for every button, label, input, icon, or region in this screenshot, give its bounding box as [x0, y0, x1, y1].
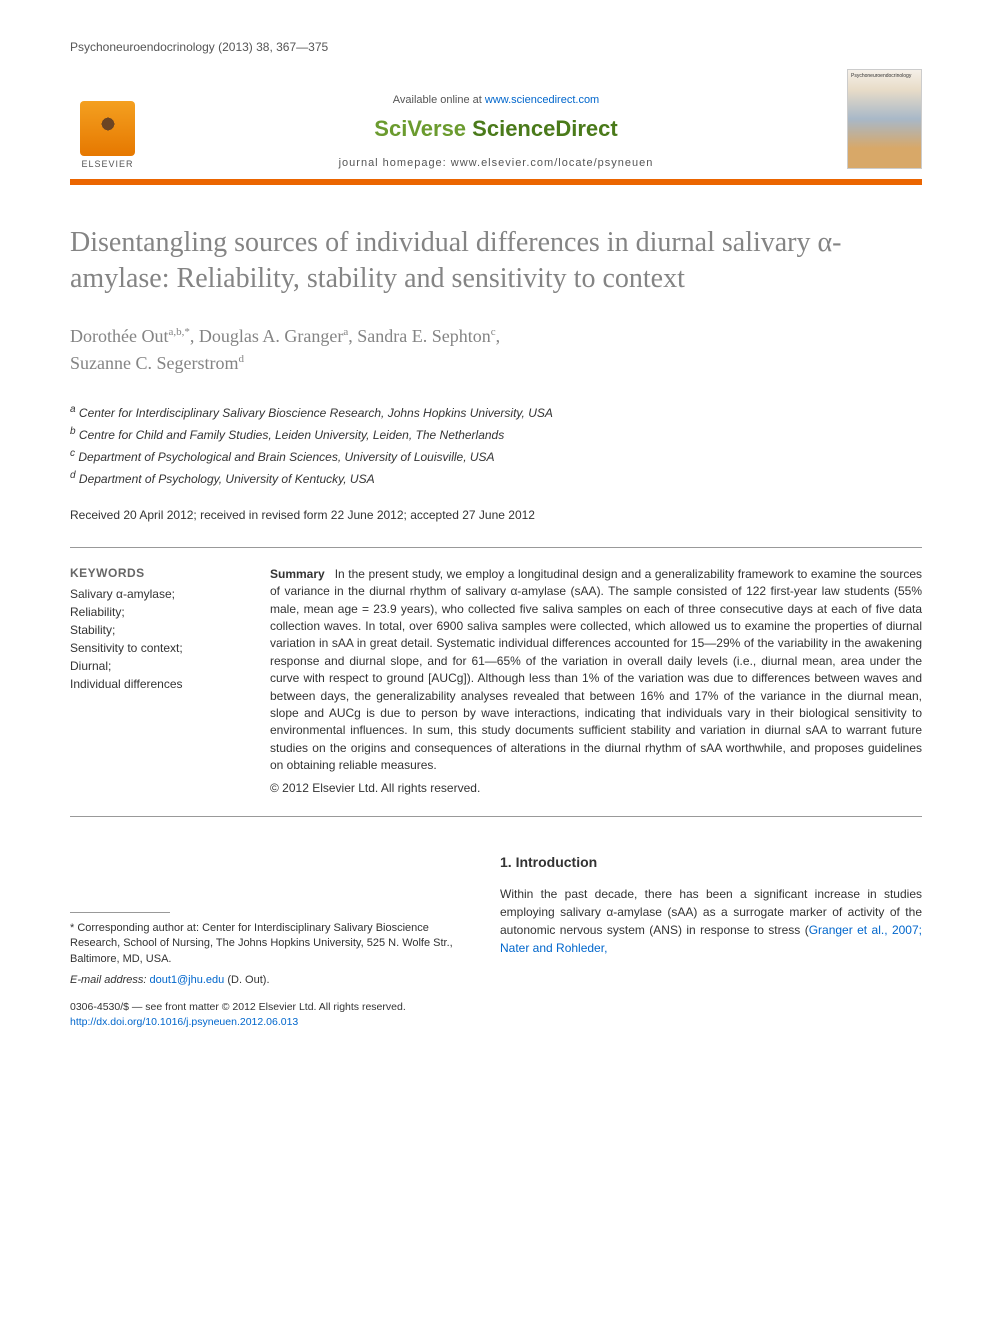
summary-label: Summary — [270, 567, 325, 581]
available-online-line: Available online at www.sciencedirect.co… — [165, 94, 827, 106]
keywords-list: Salivary α-amylase; Reliability; Stabili… — [70, 585, 245, 693]
elsevier-label: ELSEVIER — [81, 159, 133, 169]
summary-column: SummaryIn the present study, we employ a… — [270, 566, 922, 798]
summary-text: In the present study, we employ a longit… — [270, 567, 922, 772]
email-suffix: (D. Out). — [224, 974, 269, 986]
author-1-affil: a,b,* — [168, 326, 189, 338]
doi-link[interactable]: http://dx.doi.org/10.1016/j.psyneuen.201… — [70, 1016, 298, 1028]
article-title: Disentangling sources of individual diff… — [70, 225, 922, 298]
elsevier-tree-icon — [80, 101, 135, 156]
affiliation-c: c Department of Psychological and Brain … — [70, 446, 922, 466]
affiliation-b: b Centre for Child and Family Studies, L… — [70, 424, 922, 444]
footer-publication-info: 0306-4530/$ — see front matter © 2012 El… — [70, 1000, 460, 1029]
journal-reference: Psychoneuroendocrinology (2013) 38, 367—… — [70, 40, 328, 54]
author-4: Suzanne C. Segerstrom — [70, 353, 238, 373]
copyright-line: © 2012 Elsevier Ltd. All rights reserved… — [270, 780, 922, 797]
cover-title: Psychoneuroendocrinology — [851, 73, 911, 79]
author-2: Douglas A. Granger — [199, 326, 343, 346]
author-1: Dorothée Out — [70, 326, 168, 346]
affiliations-block: a Center for Interdisciplinary Salivary … — [70, 402, 922, 488]
email-line: E-mail address: dout1@jhu.edu (D. Out). — [70, 973, 460, 988]
keywords-heading: KEYWORDS — [70, 566, 245, 580]
elsevier-logo: ELSEVIER — [70, 84, 145, 169]
journal-cover-thumbnail: Psychoneuroendocrinology — [847, 69, 922, 169]
intro-column: 1. Introduction Within the past decade, … — [500, 852, 922, 1030]
issn-line: 0306-4530/$ — see front matter © 2012 El… — [70, 1000, 460, 1015]
author-3: Sandra E. Sephton — [357, 326, 490, 346]
sciverse-text: SciVerse — [374, 116, 472, 141]
journal-homepage: journal homepage: www.elsevier.com/locat… — [165, 157, 827, 169]
email-label: E-mail address: — [70, 974, 149, 986]
publisher-header: ELSEVIER Available online at www.science… — [70, 69, 922, 185]
platform-logo: SciVerse ScienceDirect — [165, 116, 827, 142]
keywords-column: KEYWORDS Salivary α-amylase; Reliability… — [70, 566, 245, 798]
affiliation-d: d Department of Psychology, University o… — [70, 468, 922, 488]
sciencedirect-url[interactable]: www.sciencedirect.com — [485, 94, 599, 106]
author-4-affil: d — [238, 353, 244, 365]
header-center: Available online at www.sciencedirect.co… — [145, 94, 847, 169]
corresponding-author: * Corresponding author at: Center for In… — [70, 921, 460, 967]
body-columns: * Corresponding author at: Center for In… — [70, 852, 922, 1030]
sciencedirect-text: ScienceDirect — [472, 116, 618, 141]
abstract-box: KEYWORDS Salivary α-amylase; Reliability… — [70, 547, 922, 817]
author-3-affil: c — [491, 326, 496, 338]
header-meta: Psychoneuroendocrinology (2013) 38, 367—… — [70, 40, 922, 54]
authors-line: Dorothée Outa,b,*, Douglas A. Grangera, … — [70, 323, 922, 377]
article-dates: Received 20 April 2012; received in revi… — [70, 508, 922, 522]
footnote-divider — [70, 912, 170, 913]
footnote-column: * Corresponding author at: Center for In… — [70, 852, 460, 1030]
email-link[interactable]: dout1@jhu.edu — [149, 974, 224, 986]
available-text: Available online at — [393, 94, 485, 106]
author-2-affil: a — [343, 326, 348, 338]
intro-paragraph: Within the past decade, there has been a… — [500, 885, 922, 957]
affiliation-a: a Center for Interdisciplinary Salivary … — [70, 402, 922, 422]
intro-heading: 1. Introduction — [500, 852, 922, 873]
